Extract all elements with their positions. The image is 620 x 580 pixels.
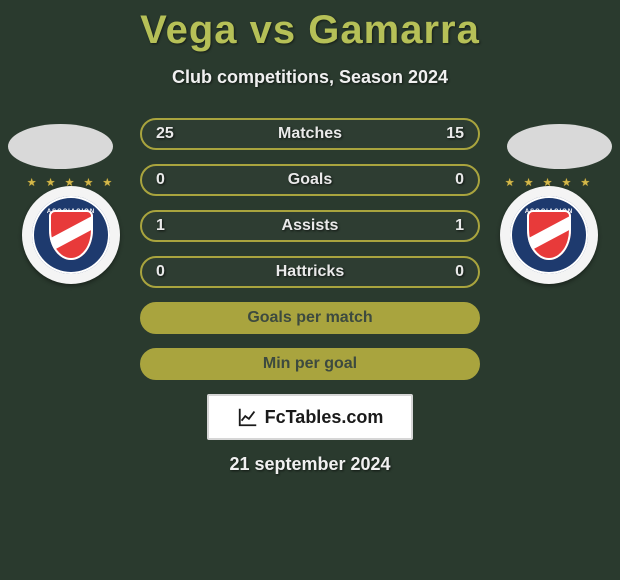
stat-row-min-per-goal: Min per goal: [140, 348, 480, 380]
chart-line-icon: [237, 406, 259, 428]
player-photo-left: [8, 124, 113, 169]
stat-row-goals-per-match: Goals per match: [140, 302, 480, 334]
date-text: 21 september 2024: [0, 454, 620, 475]
stat-label: Goals per match: [142, 309, 478, 327]
stats-list: 25 Matches 15 0 Goals 0 1 Assists 1 0 Ha…: [140, 118, 480, 380]
comparison-card: Vega vs Gamarra Club competitions, Seaso…: [0, 8, 620, 580]
stat-label: Min per goal: [142, 355, 478, 373]
stat-label: Assists: [142, 217, 478, 235]
brand-badge[interactable]: FcTables.com: [207, 394, 413, 440]
subtitle: Club competitions, Season 2024: [0, 67, 620, 88]
stat-label: Matches: [142, 125, 478, 143]
stat-row-hattricks: 0 Hattricks 0: [140, 256, 480, 288]
stat-label: Goals: [142, 171, 478, 189]
player-photo-right: [507, 124, 612, 169]
brand-text: FcTables.com: [265, 407, 384, 428]
crest-stars-icon: ★ ★ ★ ★ ★: [22, 176, 120, 189]
page-title: Vega vs Gamarra: [0, 8, 620, 53]
stat-row-matches: 25 Matches 15: [140, 118, 480, 150]
stat-row-assists: 1 Assists 1: [140, 210, 480, 242]
stat-row-goals: 0 Goals 0: [140, 164, 480, 196]
club-crest-right: ★ ★ ★ ★ ★ ASOCIACION ATLETICA: [500, 186, 598, 284]
stat-label: Hattricks: [142, 263, 478, 281]
club-crest-left: ★ ★ ★ ★ ★ ASOCIACION ATLETICA: [22, 186, 120, 284]
crest-stars-icon: ★ ★ ★ ★ ★: [500, 176, 598, 189]
